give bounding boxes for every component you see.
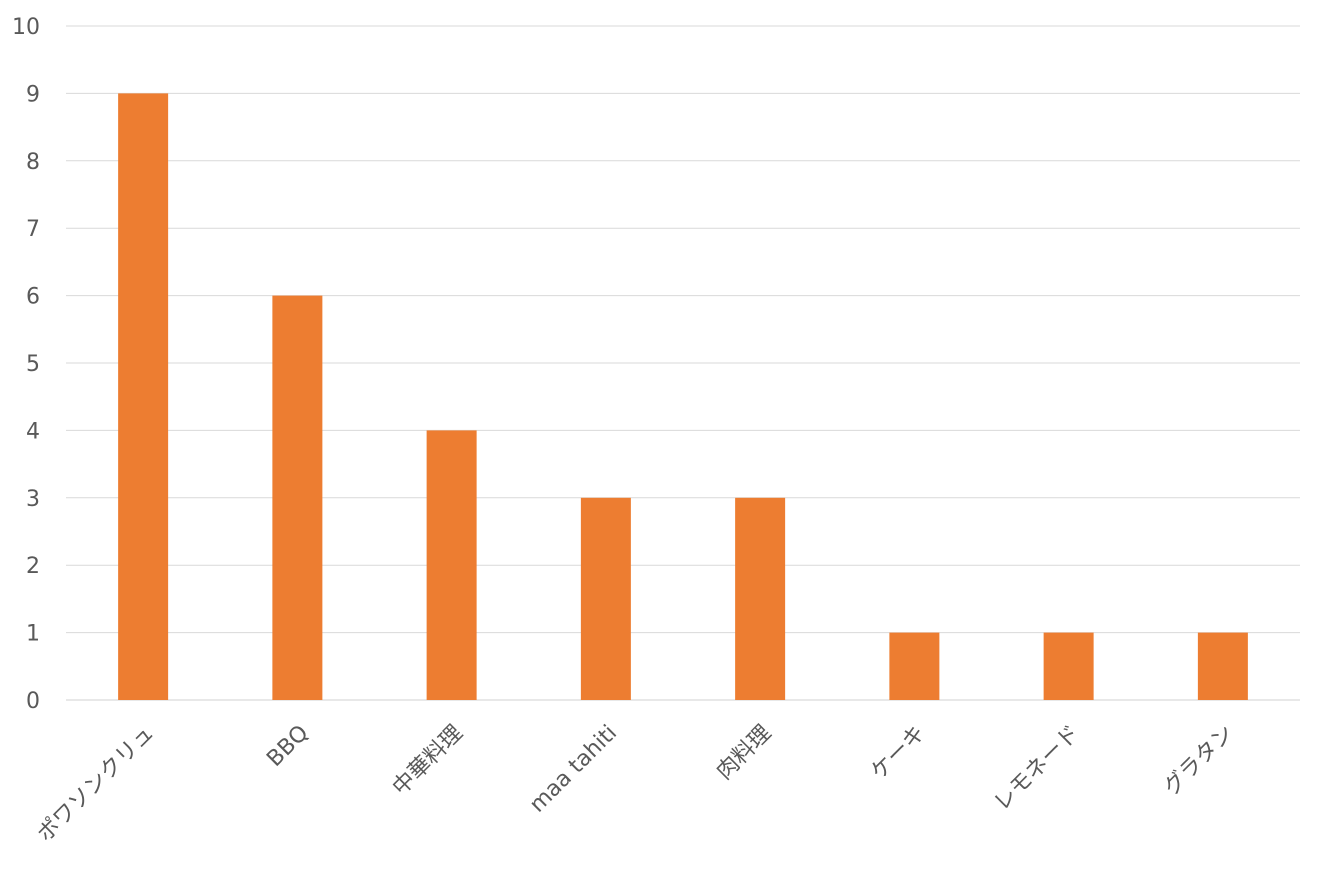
y-tick-label: 2 xyxy=(26,554,40,579)
bar xyxy=(1043,632,1094,700)
y-tick-label: 0 xyxy=(26,689,40,714)
bar xyxy=(1197,632,1248,700)
x-axis: ポワソンクリュ BBQ 中華料理 maa tahiti 肉料理 ケーキ レモネード グラタン xyxy=(33,721,1239,848)
bar xyxy=(118,93,169,700)
x-tick-label: 肉料理 xyxy=(712,721,776,785)
x-tick-label: レモネード xyxy=(989,721,1084,816)
y-axis: 0 1 2 3 4 5 6 7 8 9 10 xyxy=(12,15,40,714)
y-tick-label: 7 xyxy=(26,217,40,242)
bar xyxy=(272,295,323,700)
y-tick-label: 8 xyxy=(26,150,40,175)
bar xyxy=(426,430,477,700)
y-tick-label: 10 xyxy=(12,15,40,40)
grid-layer xyxy=(66,25,1300,701)
x-tick-label: グラタン xyxy=(1159,721,1239,801)
y-tick-label: 1 xyxy=(26,622,40,647)
y-tick-label: 4 xyxy=(26,419,40,444)
x-tick-label: 中華料理 xyxy=(388,721,468,801)
x-tick-label: ケーキ xyxy=(866,721,930,785)
bar xyxy=(735,497,786,700)
y-tick-label: 9 xyxy=(26,82,40,107)
x-tick-label: maa tahiti xyxy=(525,721,622,818)
x-tick-label: BBQ xyxy=(262,721,313,772)
y-tick-label: 6 xyxy=(26,285,40,310)
x-tick-label: ポワソンクリュ xyxy=(33,721,160,848)
bar xyxy=(889,632,940,700)
bar xyxy=(580,497,631,700)
bar-series xyxy=(118,93,1248,700)
y-tick-label: 5 xyxy=(26,352,40,377)
y-tick-label: 3 xyxy=(26,487,40,512)
